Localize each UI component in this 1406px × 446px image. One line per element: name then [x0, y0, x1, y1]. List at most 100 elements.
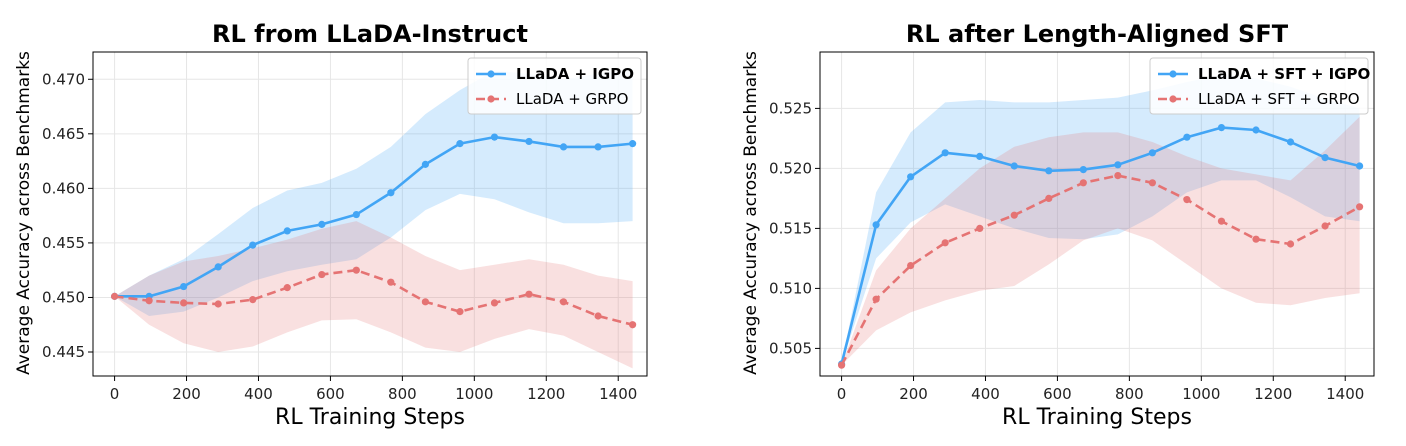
y-tick-label: 0.505 [769, 339, 812, 357]
x-tick-label: 1000 [1182, 385, 1220, 403]
x-tick-label: 0 [837, 385, 847, 403]
data-point [110, 292, 119, 300]
legend-marker [487, 70, 495, 78]
data-point [318, 270, 326, 279]
x-tick-label: 1200 [1254, 385, 1292, 403]
y-tick-label: 0.525 [769, 99, 812, 117]
data-point [352, 266, 360, 274]
data-point [907, 262, 915, 270]
data-point [941, 149, 949, 157]
x-tick-label: 400 [971, 385, 1000, 403]
data-point [283, 284, 291, 292]
data-point [352, 210, 360, 219]
data-point [1321, 154, 1329, 162]
data-point [180, 282, 188, 291]
plot-frame [819, 51, 1375, 377]
data-point [559, 143, 568, 151]
y-tick-label: 0.455 [42, 234, 85, 252]
data-point [1079, 179, 1087, 187]
data-point [872, 221, 880, 229]
x-tick-label: 200 [172, 385, 201, 403]
series-line [114, 135, 633, 298]
legend-label: LLaDA + IGPO [516, 65, 634, 83]
legend: LLaDA + SFT + IGPO LLaDA + SFT + GRPO [1149, 57, 1370, 115]
chart-title: RL from LLaDA-Instruct [212, 20, 528, 48]
legend-marker [1169, 95, 1177, 103]
data-point [145, 297, 153, 305]
legend-label: LLaDA + SFT + IGPO [1198, 65, 1370, 83]
data-point [387, 189, 395, 197]
legend-marker [1169, 70, 1177, 78]
y-tick-label: 0.470 [42, 70, 85, 88]
data-point [1148, 149, 1156, 157]
legend-label: LLaDA + SFT + GRPO [1198, 90, 1360, 108]
legend-box [467, 57, 642, 115]
y-tick-label: 0.450 [42, 288, 85, 306]
y-axis-label: Average Accuracy across Benchmarks [741, 51, 761, 375]
data-point [214, 300, 222, 308]
x-tick-label: 600 [1043, 385, 1072, 403]
confidence-band [841, 74, 1360, 365]
data-point [249, 296, 257, 304]
data-point [1356, 203, 1364, 211]
data-point [421, 160, 429, 168]
data-point [976, 152, 984, 160]
x-axis-label: RL Training Steps [1002, 405, 1192, 430]
data-point [456, 140, 464, 148]
data-point [1217, 217, 1226, 225]
data-point [1010, 211, 1018, 219]
x-tick-label: 1400 [599, 385, 637, 403]
y-tick-label: 0.520 [769, 159, 812, 177]
chart-right: RL after Length-Aligned SFT RL Training … [741, 20, 1375, 430]
x-axis-label: RL Training Steps [275, 405, 465, 430]
chart-left: RL from LLaDA-Instruct RL Training Steps… [14, 20, 648, 430]
data-point [594, 312, 602, 320]
data-point [907, 173, 915, 181]
series-line [114, 268, 633, 326]
data-point [456, 308, 464, 316]
legend: LLaDA + IGPO LLaDA + GRPO [467, 57, 642, 115]
data-point [976, 224, 984, 232]
data-point [594, 143, 602, 151]
data-point [421, 298, 429, 306]
data-point [629, 321, 637, 329]
data-point [1286, 138, 1295, 146]
x-tick-label: 1400 [1326, 385, 1364, 403]
y-tick-label: 0.460 [42, 179, 85, 197]
data-point [1286, 240, 1295, 248]
plot-frame [92, 51, 648, 377]
data-point [1321, 222, 1329, 230]
data-point [1045, 167, 1053, 175]
x-tick-label: 1200 [527, 385, 565, 403]
x-tick-label: 400 [244, 385, 273, 403]
confidence-band [841, 116, 1360, 366]
data-point [1217, 124, 1226, 132]
data-point [525, 290, 533, 298]
data-point [214, 263, 222, 271]
data-point [837, 361, 846, 369]
data-point [629, 140, 637, 148]
x-tick-label: 200 [899, 385, 928, 403]
data-point [1148, 179, 1156, 187]
data-point [1010, 162, 1018, 170]
y-axis-label: Average Accuracy across Benchmarks [14, 51, 34, 375]
y-tick-label: 0.465 [42, 125, 85, 143]
data-point [1045, 194, 1053, 202]
data-point [525, 137, 533, 146]
data-point [872, 295, 880, 303]
y-tick-label: 0.445 [42, 343, 85, 361]
y-tick-label: 0.510 [769, 279, 812, 297]
data-point [318, 220, 326, 228]
chart-title: RL after Length-Aligned SFT [906, 20, 1289, 48]
y-tick-label: 0.515 [769, 219, 812, 237]
legend-marker [487, 95, 495, 103]
data-point [490, 299, 499, 307]
data-point [941, 239, 949, 247]
data-point [387, 278, 395, 286]
confidence-band [114, 68, 633, 316]
data-point [1356, 162, 1364, 170]
data-point [249, 241, 257, 249]
data-point [1183, 133, 1191, 141]
x-tick-label: 600 [316, 385, 345, 403]
